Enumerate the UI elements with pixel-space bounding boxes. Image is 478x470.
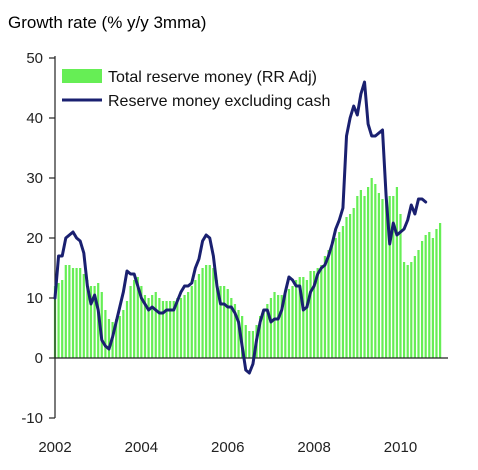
bar bbox=[309, 271, 311, 358]
bar bbox=[331, 244, 333, 358]
bar bbox=[176, 298, 178, 358]
bar bbox=[205, 265, 207, 358]
bar bbox=[223, 286, 225, 358]
bar bbox=[435, 229, 437, 358]
bar bbox=[158, 298, 160, 358]
bar bbox=[122, 310, 124, 358]
bar bbox=[187, 292, 189, 358]
bar bbox=[425, 235, 427, 358]
bar bbox=[392, 196, 394, 358]
x-tick-label: 2002 bbox=[38, 439, 71, 456]
bar bbox=[367, 187, 369, 358]
bar bbox=[414, 256, 416, 358]
bar bbox=[335, 238, 337, 358]
bar bbox=[270, 298, 272, 358]
x-tick-label: 2008 bbox=[297, 439, 330, 456]
bar bbox=[407, 265, 409, 358]
bar bbox=[79, 268, 81, 358]
bar bbox=[183, 295, 185, 358]
x-tick-label: 2006 bbox=[211, 439, 244, 456]
bar bbox=[72, 268, 74, 358]
bar bbox=[291, 286, 293, 358]
bar bbox=[356, 196, 358, 358]
bar bbox=[324, 256, 326, 358]
bar bbox=[428, 232, 430, 358]
bar bbox=[248, 331, 250, 358]
y-tick-label: 20 bbox=[26, 230, 43, 247]
bar bbox=[342, 226, 344, 358]
y-tick-label: 30 bbox=[26, 170, 43, 187]
bar bbox=[338, 232, 340, 358]
bar bbox=[201, 268, 203, 358]
bar-series bbox=[54, 178, 441, 358]
bar bbox=[198, 274, 200, 358]
bar bbox=[194, 280, 196, 358]
x-tick-label: 2004 bbox=[125, 439, 158, 456]
bar bbox=[421, 241, 423, 358]
bar bbox=[381, 199, 383, 358]
y-tick-label: 50 bbox=[26, 50, 43, 67]
bar bbox=[410, 262, 412, 358]
bar bbox=[155, 292, 157, 358]
bar bbox=[61, 280, 63, 358]
bar bbox=[378, 193, 380, 358]
y-tick-label: -10 bbox=[21, 410, 43, 427]
x-tick-label: 2010 bbox=[384, 439, 417, 456]
bar bbox=[360, 190, 362, 358]
bar bbox=[273, 292, 275, 358]
bar bbox=[363, 196, 365, 358]
bar bbox=[417, 250, 419, 358]
bar bbox=[353, 208, 355, 358]
bar bbox=[126, 301, 128, 358]
bar bbox=[245, 325, 247, 358]
bar bbox=[371, 178, 373, 358]
bar bbox=[432, 238, 434, 358]
bar bbox=[83, 274, 85, 358]
bar bbox=[104, 310, 106, 358]
bar bbox=[129, 286, 131, 358]
bar bbox=[327, 250, 329, 358]
bar bbox=[320, 265, 322, 358]
bar bbox=[396, 187, 398, 358]
bar bbox=[68, 265, 70, 358]
legend-swatch bbox=[62, 69, 102, 83]
legend: Total reserve money (RR Adj) Reserve mone… bbox=[62, 69, 330, 110]
bar bbox=[75, 268, 77, 358]
bar bbox=[108, 319, 110, 358]
y-tick-label: 10 bbox=[26, 290, 43, 307]
y-tick-label: 40 bbox=[26, 110, 43, 127]
bar bbox=[119, 316, 121, 358]
bar bbox=[133, 280, 135, 358]
bar bbox=[439, 223, 441, 358]
bar bbox=[277, 295, 279, 358]
y-tick-label: 0 bbox=[35, 350, 43, 367]
bar bbox=[191, 286, 193, 358]
bar bbox=[227, 289, 229, 358]
bar bbox=[295, 280, 297, 358]
bar bbox=[57, 283, 59, 358]
bar bbox=[162, 301, 164, 358]
bar bbox=[288, 289, 290, 358]
bar bbox=[349, 214, 351, 358]
bar bbox=[180, 298, 182, 358]
bar bbox=[399, 214, 401, 358]
bar bbox=[212, 268, 214, 358]
bar bbox=[151, 295, 153, 358]
bar bbox=[374, 184, 376, 358]
bar bbox=[209, 265, 211, 358]
bar bbox=[345, 217, 347, 358]
legend-label: Total reserve money (RR Adj) bbox=[108, 69, 317, 86]
bar bbox=[306, 280, 308, 358]
bar bbox=[403, 262, 405, 358]
line-series bbox=[55, 82, 426, 373]
legend-label: Reserve money excluding cash bbox=[108, 93, 330, 110]
series-line bbox=[55, 82, 426, 373]
bar bbox=[302, 277, 304, 358]
bar bbox=[65, 265, 67, 358]
